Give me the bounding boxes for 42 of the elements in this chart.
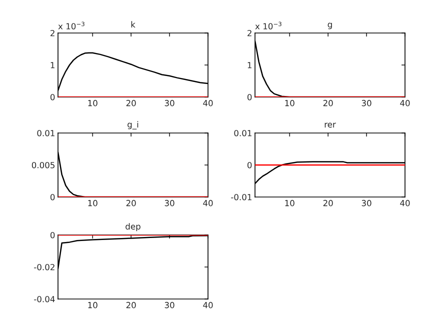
x-tick-label: 30 bbox=[164, 302, 174, 308]
x-tick-label: 10 bbox=[88, 200, 98, 206]
x-tick-label: 40 bbox=[203, 100, 213, 106]
x-tick-label: 30 bbox=[362, 200, 372, 206]
y-tick-label: 0.005 bbox=[32, 162, 54, 168]
y-tick-label: 2 bbox=[248, 30, 252, 36]
chart-title: g bbox=[328, 22, 332, 30]
y-tick-label: 0 bbox=[50, 194, 55, 200]
y-tick-label: -0.04 bbox=[34, 296, 55, 302]
x-tick-label: 40 bbox=[203, 302, 213, 308]
x-tick-label: 40 bbox=[400, 200, 410, 206]
chart-title: k bbox=[131, 21, 136, 28]
y-tick-label: 0 bbox=[247, 94, 252, 100]
y-tick-label: 1 bbox=[50, 62, 54, 68]
y-tick-label: 0 bbox=[50, 232, 55, 238]
chart-title: g_i bbox=[128, 121, 138, 130]
x-tick-label: 10 bbox=[88, 302, 98, 308]
x-tick-label: 10 bbox=[88, 100, 98, 106]
y-tick-label: 2 bbox=[50, 30, 54, 36]
y-tick-label: -0.02 bbox=[34, 264, 54, 270]
text: x 10$^{−3}$ bbox=[255, 22, 282, 30]
x-tick-label: 20 bbox=[323, 200, 333, 206]
x-tick-label: 10 bbox=[285, 200, 294, 206]
y-tick-label: 0 bbox=[50, 94, 55, 100]
x-tick-label: 40 bbox=[400, 100, 410, 106]
x-tick-label: 20 bbox=[126, 302, 136, 308]
y-tick-label: 1 bbox=[248, 62, 252, 68]
x-tick-label: 40 bbox=[203, 200, 213, 206]
x-tick-label: 20 bbox=[126, 100, 136, 106]
text: x 10$^{−3}$ bbox=[58, 22, 84, 30]
x-tick-label: 20 bbox=[126, 200, 136, 206]
y-tick-label: 0 bbox=[247, 162, 252, 168]
y-tick-label: 0.01 bbox=[234, 130, 252, 136]
x-tick-label: 10 bbox=[285, 100, 294, 106]
y-tick-label: 0.01 bbox=[37, 130, 54, 136]
chart-title: dep bbox=[126, 223, 140, 232]
chart-title: rer bbox=[324, 122, 336, 128]
x-tick-label: 20 bbox=[323, 100, 333, 106]
x-tick-label: 30 bbox=[164, 200, 174, 206]
x-tick-label: 30 bbox=[362, 100, 372, 106]
y-tick-label: -0.01 bbox=[231, 194, 252, 200]
x-tick-label: 30 bbox=[164, 100, 174, 106]
